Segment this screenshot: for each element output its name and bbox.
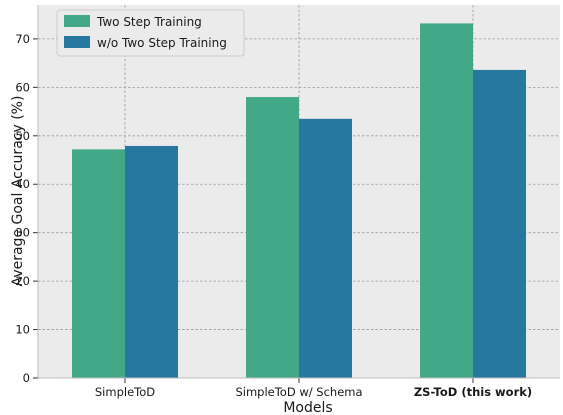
legend-label-two-step: Two Step Training [96, 15, 202, 29]
legend-swatch-wo-two-step [64, 36, 90, 48]
y-axis-label: Average Goal Accuracy (%) [10, 96, 26, 287]
bar-series1-cat0 [125, 145, 178, 378]
y-tick-label-3: 30 [15, 226, 30, 240]
y-tick-label-5: 50 [15, 129, 30, 143]
bar-series1-cat2 [473, 69, 526, 379]
legend: Two Step Training w/o Two Step Training [56, 9, 245, 57]
x-tick-label-2: ZS-ToD (this work) [414, 385, 532, 399]
x-tick-label-0: SimpleToD [95, 385, 155, 399]
x-tick-label-1: SimpleToD w/ Schema [235, 385, 362, 399]
y-tick-label-4: 40 [15, 177, 30, 191]
bar-series1-cat1 [299, 118, 352, 379]
legend-box [56, 9, 245, 57]
x-axis-ticks: SimpleToD SimpleToD w/ Schema ZS-ToD (this… [95, 378, 532, 399]
bar-series0-cat1 [246, 97, 299, 378]
y-tick-label-6: 60 [15, 80, 30, 94]
y-tick-label-1: 10 [15, 323, 30, 337]
x-axis-label: Models [283, 400, 332, 415]
legend-label-wo-two-step: w/o Two Step Training [97, 36, 227, 50]
bar-series0-cat2 [420, 23, 473, 378]
bar-series0-cat0 [72, 149, 125, 378]
bars-group [72, 23, 526, 379]
y-tick-label-2: 20 [15, 274, 30, 288]
y-tick-label-0: 0 [23, 371, 30, 385]
legend-swatch-two-step [64, 15, 90, 27]
y-tick-label-7: 70 [15, 32, 30, 46]
y-axis-ticks: 0 10 20 30 40 50 60 70 [15, 32, 38, 385]
